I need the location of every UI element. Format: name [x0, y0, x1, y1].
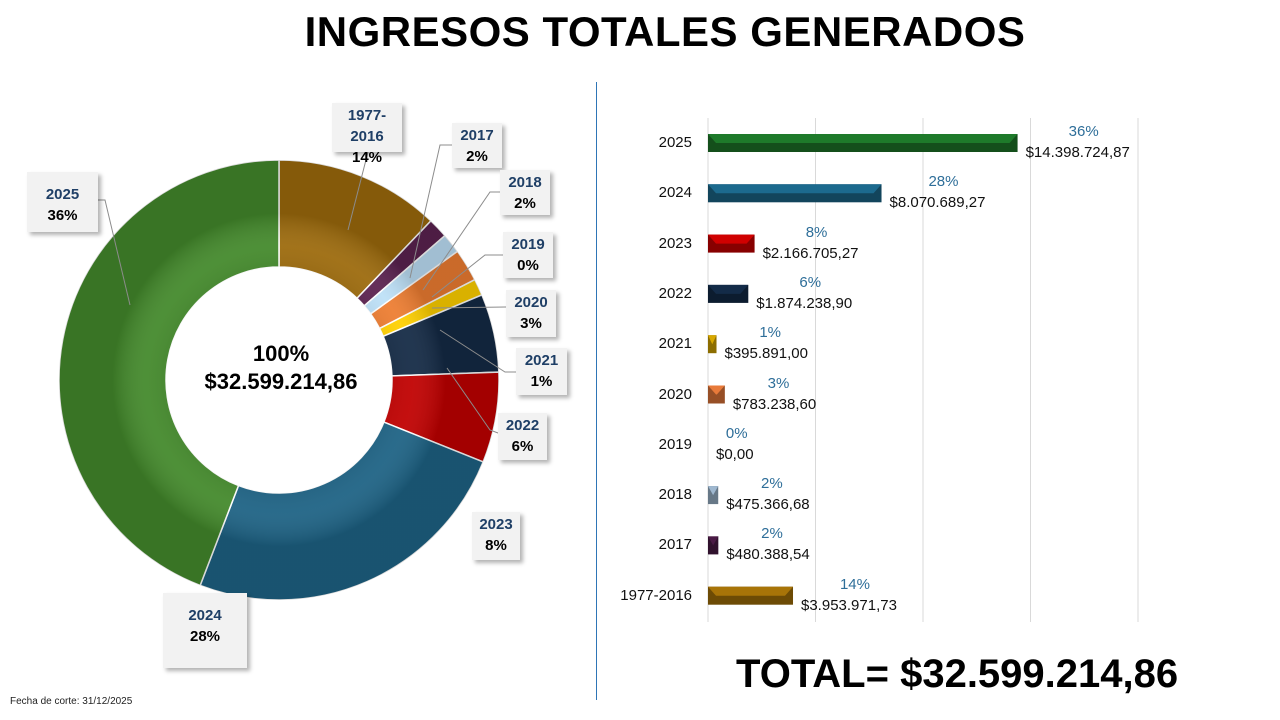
center-percent: 100%	[252, 341, 310, 366]
bar-category-label: 2022	[658, 284, 692, 302]
bar-2021	[708, 335, 717, 354]
bar-bevel-2020	[708, 385, 725, 395]
bar-percent-label: 36%	[1068, 123, 1099, 140]
donut-label-2019: 2019 0%	[503, 232, 553, 278]
bar-category-label: 2025	[658, 134, 692, 151]
donut-label-percent: 6%	[511, 438, 534, 455]
donut-label-2023: 2023 8%	[472, 512, 520, 560]
leader-lines	[98, 144, 516, 434]
donut-label-percent: 0%	[517, 257, 539, 274]
bar-value-label: $0,00	[716, 445, 754, 463]
bar-category-label: 2020	[658, 385, 692, 403]
bar-category-label: 2021	[658, 335, 692, 353]
bar-value-label: $3.953.971,73	[801, 596, 897, 614]
bar-percent-label: 14%	[839, 575, 870, 593]
bar-percent-label: 28%	[928, 173, 959, 191]
bar-2018	[708, 486, 719, 505]
bar-bevel-2024	[708, 184, 882, 194]
bar-percent-label: 2%	[761, 475, 783, 493]
leader-line-2018	[422, 191, 500, 291]
bar-bevel-1977-2016	[708, 586, 794, 596]
bar-bevel-2025	[708, 134, 1018, 143]
donut-label-percent: 2%	[466, 148, 488, 165]
bar-bevel-2022	[708, 284, 749, 294]
bar-bevel-2017	[708, 536, 719, 546]
footnote: Fecha de corte: 31/12/2025	[10, 696, 133, 707]
bar-percent-label: 1%	[759, 324, 781, 342]
donut-label-category: 2019	[511, 236, 545, 253]
bar-category-label: 2023	[658, 234, 692, 252]
bar-chart	[707, 118, 1139, 622]
donut-label-category: 2017	[460, 127, 494, 144]
donut-label-percent: 28%	[189, 628, 221, 645]
donut-label-1977-2016: 1977-2016 14%	[332, 103, 402, 166]
bar-category-label: 2024	[658, 184, 692, 202]
bar-bevel-2018	[708, 486, 719, 496]
donut-label-2017: 2017 2%	[452, 123, 502, 168]
bar-percent-label: 0%	[725, 424, 748, 442]
bar-value-label: $1.874.238,90	[756, 294, 853, 312]
bar-category-label: 2018	[658, 486, 692, 504]
bar-value-label: $395.891,00	[724, 345, 808, 363]
donut-label-2025: 2025 36%	[27, 172, 98, 232]
page-title: INGRESOS TOTALES GENERADOS	[304, 8, 1026, 55]
bar-percent-label: 8%	[805, 223, 828, 241]
donut-label-2020: 2020 3%	[506, 290, 556, 337]
bar-percent-label: 6%	[799, 273, 822, 291]
bar-bevel-2023	[708, 234, 755, 244]
bar-category-label: 2017	[658, 536, 692, 554]
donut-label-percent: 14%	[351, 149, 383, 166]
donut-label-percent: 2%	[514, 195, 536, 212]
bar-bevel-2021	[708, 335, 717, 345]
donut-label-2022: 2022 6%	[498, 413, 547, 460]
donut-chart	[58, 159, 500, 601]
bar-value-label: $14.398.724,87	[1025, 144, 1130, 161]
bar-value-label: $8.070.689,27	[889, 194, 986, 212]
bar-value-label: $2.166.705,27	[762, 244, 859, 262]
total-label: TOTAL= $32.599.214,86	[736, 652, 1179, 696]
bar-category-label: 2019	[658, 435, 692, 453]
leader-line-2017	[409, 144, 452, 279]
donut-label-percent: 36%	[47, 207, 78, 224]
donut-label-category: 2018	[508, 174, 542, 191]
donut-label-2021: 2021 1%	[516, 348, 567, 395]
donut-label-category: 2025	[45, 186, 80, 203]
bar-percent-label: 2%	[761, 525, 783, 543]
donut-label-category: 2021	[524, 352, 559, 369]
donut-center-label: 100% $32.599.214,86	[179, 340, 383, 396]
bar-value-label: $480.388,54	[726, 546, 810, 564]
donut-label-percent: 8%	[485, 537, 507, 554]
donut-label-percent: 1%	[530, 373, 553, 390]
donut-label-category: 2024	[188, 607, 222, 624]
leader-line-1977-2016	[347, 151, 369, 231]
leader-line-2020	[431, 306, 507, 309]
donut-label-category: 2022	[505, 417, 540, 434]
leader-line-2021	[439, 329, 516, 373]
donut-label-category: 2020	[514, 294, 548, 311]
leader-line-2019	[431, 254, 503, 298]
leader-line-2025	[98, 199, 131, 306]
center-value: $32.599.214,86	[204, 369, 358, 394]
bar-value-label: $475.366,68	[726, 496, 810, 514]
donut-label-2018: 2018 2%	[500, 170, 550, 215]
donut-label-percent: 3%	[520, 315, 542, 332]
bar-percent-label: 3%	[767, 374, 790, 392]
bar-value-label: $783.238,60	[732, 395, 817, 413]
donut-label-category: 1977-2016	[347, 107, 387, 145]
donut-shading	[59, 160, 499, 600]
donut-label-2024: 2024 28%	[163, 593, 247, 668]
bar-category-label: 1977-2016	[620, 586, 692, 604]
divider	[596, 82, 597, 700]
donut-label-category: 2023	[479, 516, 513, 533]
leader-line-2022	[446, 367, 499, 434]
